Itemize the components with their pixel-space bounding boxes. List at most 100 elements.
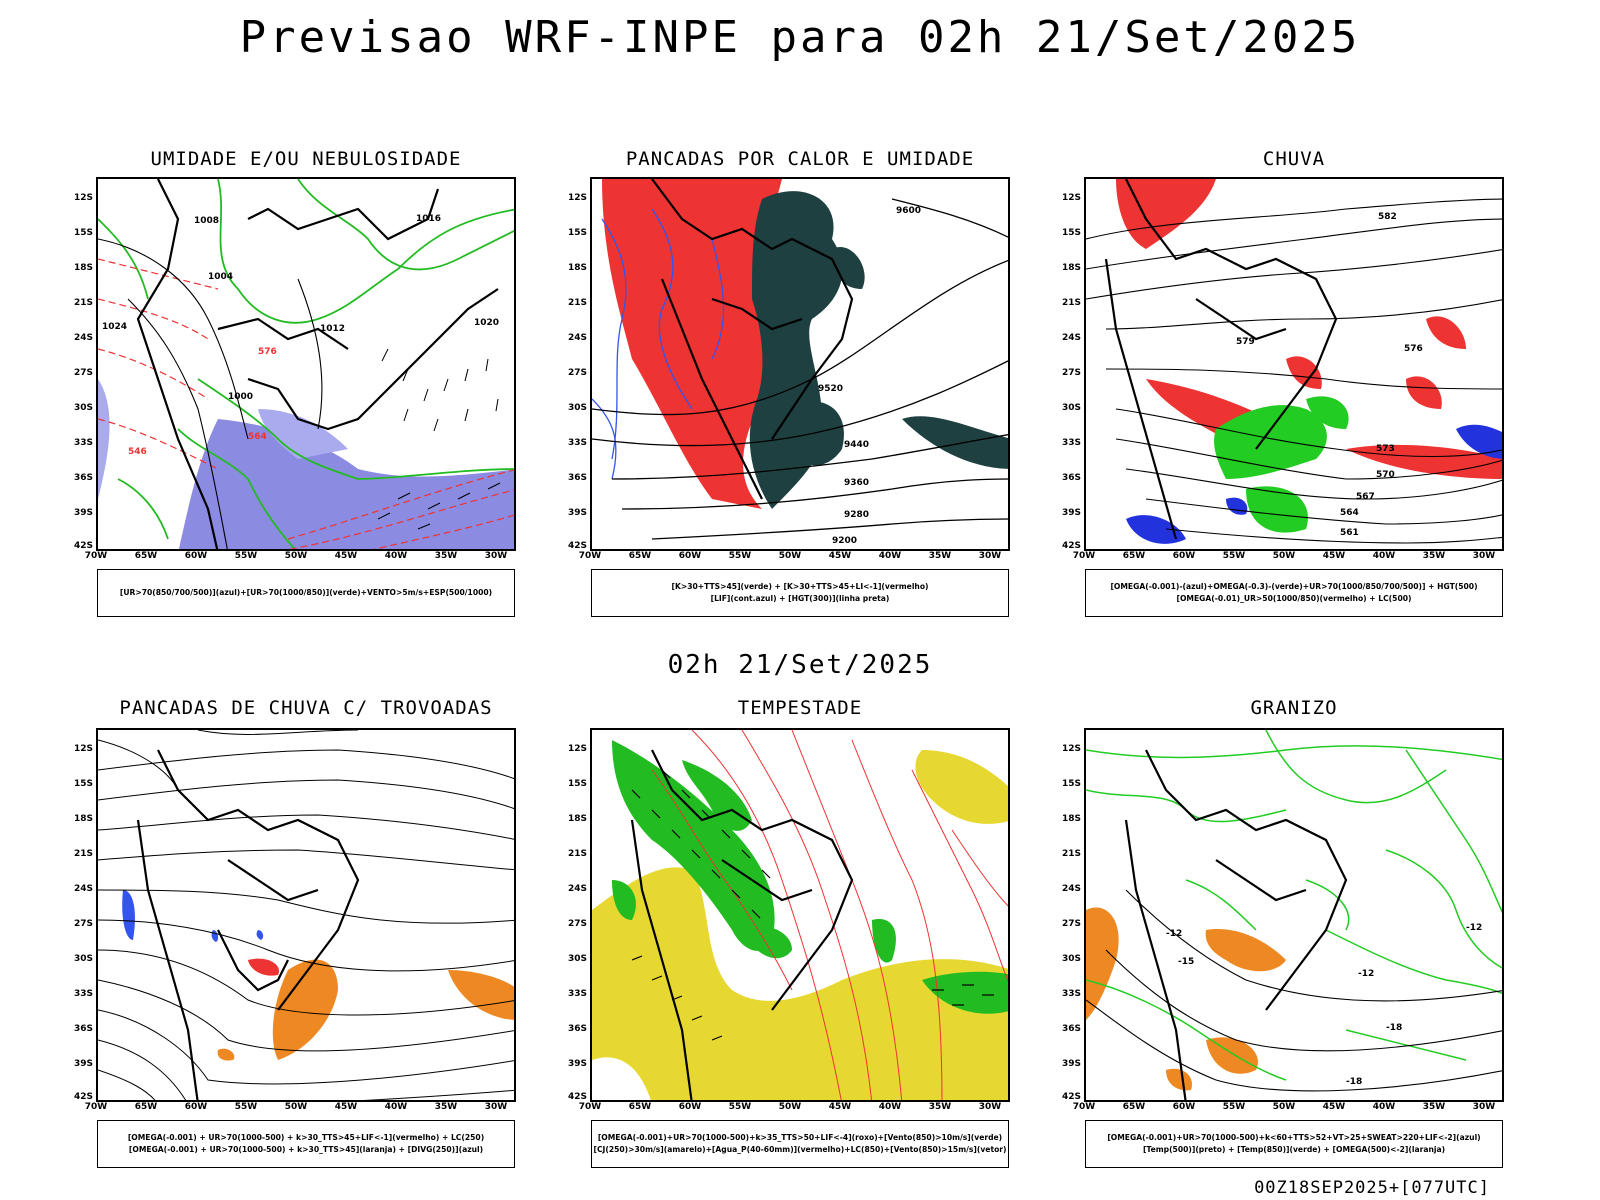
lon-tick-label: 30W xyxy=(1472,1102,1496,1112)
panel-1-map: 1008 1004 1012 1016 1020 1024 1000 576 5… xyxy=(96,177,516,551)
lon-tick-label: 60W xyxy=(678,1102,702,1112)
lat-tick-label: 33S xyxy=(1061,438,1081,448)
lon-tick-label: 60W xyxy=(184,1102,208,1112)
p6-label-12b: -12 xyxy=(1358,969,1374,979)
lat-tick-label: 36S xyxy=(73,473,93,483)
lon-tick-label: 45W xyxy=(828,1102,852,1112)
lon-tick-label: 30W xyxy=(1472,551,1496,561)
p2-label-9600: 9600 xyxy=(896,206,921,216)
panel-1-title: UMIDADE E/OU NEBULOSIDADE xyxy=(150,148,462,170)
lon-tick-label: 55W xyxy=(728,1102,752,1112)
panel-1-legend: [UR>70(850/700/500)](azul)+[UR>70(1000/8… xyxy=(97,569,515,617)
p2-label-9200: 9200 xyxy=(832,536,857,546)
p1-label-1004: 1004 xyxy=(208,272,233,282)
lon-tick-label: 50W xyxy=(1272,1102,1296,1112)
lat-tick-label: 39S xyxy=(567,508,587,518)
p1-label-1024: 1024 xyxy=(102,322,127,332)
lat-tick-label: 21S xyxy=(73,298,93,308)
lat-tick-label: 12S xyxy=(567,744,587,754)
lon-tick-label: 55W xyxy=(234,551,258,561)
lon-tick-label: 70W xyxy=(578,1102,602,1112)
p1-label-1020: 1020 xyxy=(474,318,499,328)
legend-line: [OMEGA(-0.01)_UR>50(1000/850)(vermelho) … xyxy=(1176,594,1412,603)
panel-4-legend: [OMEGA(-0.001) + UR>70(1000-500) + k>30_… xyxy=(97,1120,515,1168)
lon-tick-label: 65W xyxy=(1122,1102,1146,1112)
lat-tick-label: 12S xyxy=(1061,744,1081,754)
lat-tick-label: 33S xyxy=(1061,989,1081,999)
legend-line: [CJ(250)>30m/s](amarelo)+[Agua_P(40-60mm… xyxy=(593,1145,1007,1154)
lon-tick-label: 30W xyxy=(484,551,508,561)
legend-line: [OMEGA(-0.001) + UR>70(1000-500) + k>30_… xyxy=(127,1133,485,1142)
legend-line: [OMEGA(-0.001)+UR>70(1000-500)+k<60+TTS>… xyxy=(1107,1133,1481,1142)
panel-6-map: -12 -12 -12 -15 -18 -18 xyxy=(1084,728,1504,1102)
lat-tick-label: 42S xyxy=(567,1092,587,1102)
lat-tick-label: 15S xyxy=(1061,228,1081,238)
p1-label-576: 576 xyxy=(258,347,277,357)
p6-label-12: -12 xyxy=(1166,929,1182,939)
lat-tick-label: 42S xyxy=(567,541,587,551)
lon-tick-label: 40W xyxy=(878,551,902,561)
lon-tick-label: 70W xyxy=(578,551,602,561)
lat-tick-label: 15S xyxy=(567,779,587,789)
lon-tick-label: 40W xyxy=(384,1102,408,1112)
p1-label-1016: 1016 xyxy=(416,214,441,224)
p1-label-1012: 1012 xyxy=(320,324,345,334)
lon-tick-label: 40W xyxy=(878,1102,902,1112)
lat-tick-label: 30S xyxy=(73,403,93,413)
panel-3-legend: [OMEGA(-0.001)-(azul)+OMEGA(-0.3)-(verde… xyxy=(1085,569,1503,617)
lat-tick-label: 30S xyxy=(73,954,93,964)
lat-tick-label: 24S xyxy=(567,884,587,894)
lat-tick-label: 27S xyxy=(567,919,587,929)
lat-tick-label: 24S xyxy=(73,333,93,343)
lon-tick-label: 45W xyxy=(1322,1102,1346,1112)
main-title: Previsao WRF-INPE para 02h 21/Set/2025 xyxy=(239,12,1361,63)
p1-label-1000: 1000 xyxy=(228,392,253,402)
panel-4-title: PANCADAS DE CHUVA C/ TROVOADAS xyxy=(119,697,493,719)
lat-tick-label: 36S xyxy=(567,1024,587,1034)
legend-line: [OMEGA(-0.001)-(azul)+OMEGA(-0.3)-(verde… xyxy=(1110,582,1478,591)
lon-tick-label: 65W xyxy=(134,1102,158,1112)
lon-tick-label: 35W xyxy=(928,551,952,561)
p6-label-12c: -12 xyxy=(1466,923,1482,933)
lon-tick-label: 55W xyxy=(728,551,752,561)
lat-tick-label: 39S xyxy=(567,1059,587,1069)
lon-tick-label: 60W xyxy=(678,551,702,561)
lon-tick-label: 50W xyxy=(1272,551,1296,561)
legend-line: [UR>70(850/700/500)](azul)+[UR>70(1000/8… xyxy=(119,588,493,597)
legend-line: [K>30+TTS>45](verde) + [K>30+TTS>45+LI<-… xyxy=(671,582,929,591)
p1-label-546: 546 xyxy=(128,447,147,457)
p2-label-9280: 9280 xyxy=(844,510,869,520)
lat-tick-label: 18S xyxy=(1061,814,1081,824)
lat-tick-label: 18S xyxy=(73,814,93,824)
lon-tick-label: 65W xyxy=(628,551,652,561)
panel-2-title: PANCADAS POR CALOR E UMIDADE xyxy=(625,148,975,170)
panel-3-map: 582 579 576 573 570 567 564 561 xyxy=(1084,177,1504,551)
panel-2-map: 9600 9520 9440 9360 9280 9200 xyxy=(590,177,1010,551)
lat-tick-label: 24S xyxy=(1061,333,1081,343)
lat-tick-label: 12S xyxy=(1061,193,1081,203)
lat-tick-label: 21S xyxy=(73,849,93,859)
lat-tick-label: 42S xyxy=(1061,541,1081,551)
p3-label-582: 582 xyxy=(1378,212,1397,222)
lon-tick-label: 30W xyxy=(978,1102,1002,1112)
lon-tick-label: 65W xyxy=(628,1102,652,1112)
lat-tick-label: 21S xyxy=(567,849,587,859)
panel-2-legend: [K>30+TTS>45](verde) + [K>30+TTS>45+LI<-… xyxy=(591,569,1009,617)
lon-tick-label: 50W xyxy=(284,551,308,561)
legend-line: [LIF](cont.azul) + [HGT(300)](linha pret… xyxy=(710,594,890,603)
lon-tick-label: 50W xyxy=(778,1102,802,1112)
lat-tick-label: 30S xyxy=(567,403,587,413)
lon-tick-label: 30W xyxy=(978,551,1002,561)
lat-tick-label: 42S xyxy=(73,541,93,551)
lon-tick-label: 65W xyxy=(1122,551,1146,561)
lat-tick-label: 36S xyxy=(73,1024,93,1034)
panel-3-title: CHUVA xyxy=(1262,148,1326,170)
p2-label-9520: 9520 xyxy=(818,384,843,394)
lat-tick-label: 12S xyxy=(73,193,93,203)
lat-tick-label: 21S xyxy=(1061,298,1081,308)
lat-tick-label: 18S xyxy=(567,263,587,273)
p3-label-573: 573 xyxy=(1376,444,1395,454)
lon-tick-label: 65W xyxy=(134,551,158,561)
lat-tick-label: 24S xyxy=(73,884,93,894)
lon-tick-label: 35W xyxy=(928,1102,952,1112)
